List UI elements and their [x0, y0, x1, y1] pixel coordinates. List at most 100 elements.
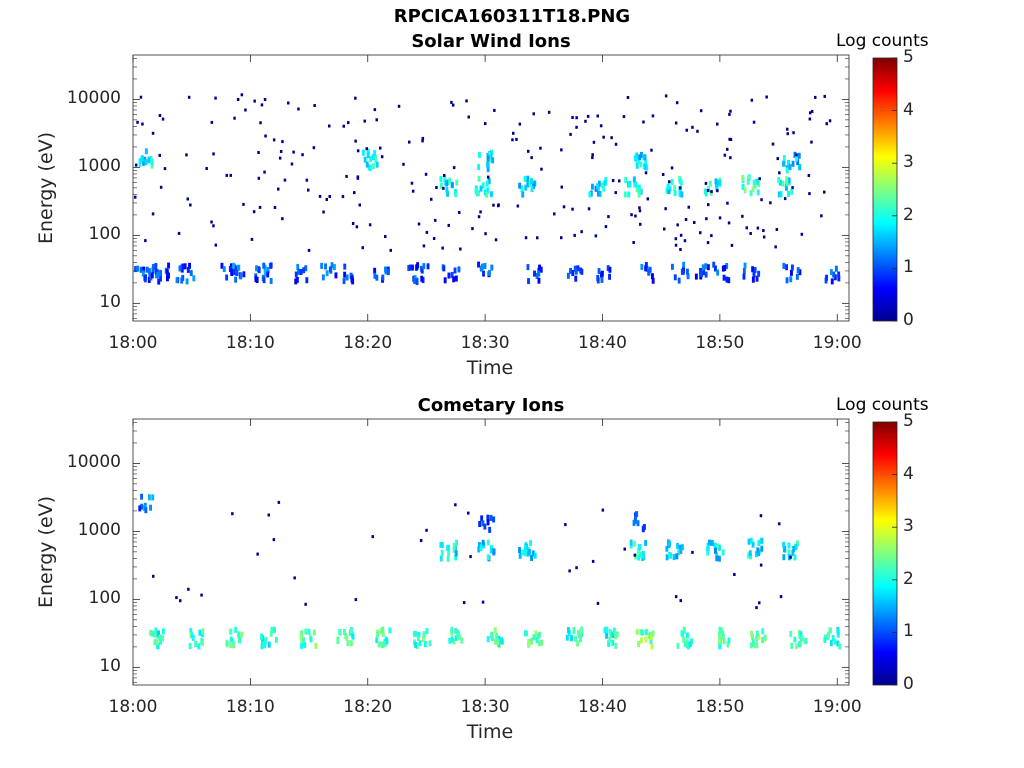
heatmap-cell — [571, 116, 574, 119]
heatmap-cell — [716, 189, 719, 193]
heatmap-cell — [389, 248, 392, 252]
heatmap-cell — [373, 272, 377, 279]
heatmap-cell — [747, 552, 751, 559]
heatmap-cell — [374, 154, 377, 161]
heatmap-cell — [175, 277, 179, 284]
heatmap-cell — [526, 264, 530, 271]
heatmap-cell — [518, 122, 522, 126]
heatmap-cell — [679, 599, 682, 603]
heatmap-cluster — [294, 263, 309, 285]
heatmap-cell — [418, 640, 422, 647]
heatmap-cell — [293, 576, 296, 580]
heatmap-cell — [775, 228, 779, 231]
heatmap-cell — [679, 547, 683, 554]
heatmap-cell — [560, 185, 563, 189]
heatmap-cell — [490, 264, 494, 271]
heatmap-cell — [553, 212, 556, 216]
heatmap-cell — [677, 549, 680, 556]
heatmap-cell — [446, 190, 449, 197]
heatmap-cell — [608, 628, 612, 635]
heatmap-cluster — [299, 628, 318, 649]
y-tick-label: 10 — [99, 656, 121, 677]
heatmap-cell — [643, 163, 647, 170]
heatmap-cell — [477, 215, 481, 219]
heatmap-cell — [477, 164, 481, 171]
heatmap-cell — [452, 166, 456, 170]
heatmap-cell — [151, 267, 155, 274]
heatmap-cluster — [694, 263, 710, 280]
heatmap-cell — [700, 271, 703, 278]
heatmap-cell — [302, 267, 306, 274]
x-tick-label: 18:20 — [343, 697, 393, 717]
heatmap-cluster — [320, 262, 338, 281]
heatmap-cell — [290, 162, 294, 166]
heatmap-cell — [158, 114, 162, 117]
heatmap-cell — [575, 125, 578, 129]
heatmap-cell — [808, 117, 812, 121]
heatmap-cell — [704, 181, 708, 185]
heatmap-cell — [755, 642, 759, 649]
colorbar-gradient — [872, 57, 898, 322]
colorbar-tick-label: 5 — [903, 411, 914, 431]
heatmap-cell — [144, 239, 147, 243]
heatmap-cell — [827, 631, 830, 638]
heatmap-cell — [481, 263, 484, 270]
heatmap-cell — [837, 275, 841, 282]
heatmap-cell — [798, 640, 802, 647]
panel-title-solar-wind: Solar Wind Ions — [411, 31, 571, 52]
heatmap-cell — [377, 641, 381, 648]
heatmap-cell — [154, 627, 158, 634]
heatmap-cell — [384, 235, 387, 238]
heatmap-cell — [366, 148, 370, 155]
heatmap-cell — [569, 132, 572, 136]
heatmap-cell — [371, 154, 375, 161]
heatmap-cell — [294, 278, 298, 285]
heatmap-cell — [205, 167, 208, 170]
heatmap-cluster — [149, 627, 165, 650]
heatmap-cell — [643, 154, 647, 161]
heatmap-cell — [592, 140, 596, 144]
heatmap-cell — [232, 262, 235, 269]
heatmap-cell — [480, 515, 484, 522]
heatmap-cell — [518, 547, 521, 553]
heatmap-cell — [650, 643, 654, 650]
heatmap-cell — [186, 266, 190, 273]
heatmap-cell — [781, 180, 785, 187]
heatmap-cell — [787, 159, 790, 166]
heatmap-cell — [570, 635, 573, 642]
heatmap-cell — [702, 269, 706, 276]
heatmap-cell — [726, 201, 729, 205]
heatmap-cell — [303, 642, 307, 648]
heatmap-cluster — [439, 175, 459, 198]
heatmap-cell — [292, 150, 295, 154]
heatmap-cell — [355, 225, 359, 229]
heatmap-cell — [439, 555, 443, 562]
heatmap-cell — [797, 629, 801, 636]
heatmap-cluster — [632, 511, 646, 533]
heatmap-cell — [432, 237, 436, 240]
heatmap-cell — [423, 641, 427, 647]
heatmap-cell — [192, 275, 196, 282]
heatmap-cell — [790, 269, 793, 276]
heatmap-cell — [166, 275, 169, 282]
heatmap-cell — [791, 186, 794, 190]
heatmap-cell — [266, 271, 270, 278]
heatmap-cell — [477, 546, 481, 553]
heatmap-cell — [829, 627, 833, 634]
heatmap-cell — [795, 155, 798, 162]
heatmap-cell — [485, 180, 489, 187]
heatmap-cell — [422, 263, 426, 270]
heatmap-cell — [758, 601, 761, 605]
heatmap-cell — [277, 187, 280, 191]
heatmap-cell — [715, 185, 719, 192]
heatmap-cell — [791, 264, 794, 271]
heatmap-cell — [684, 218, 688, 221]
heatmap-cell — [493, 638, 497, 645]
heatmap-cluster — [230, 262, 246, 283]
heatmap-cell — [566, 272, 570, 279]
heatmap-cell — [191, 634, 195, 641]
heatmap-cell — [530, 555, 533, 561]
heatmap-cell — [755, 275, 759, 282]
heatmap-cell — [410, 181, 414, 185]
heatmap-cell — [525, 630, 529, 637]
